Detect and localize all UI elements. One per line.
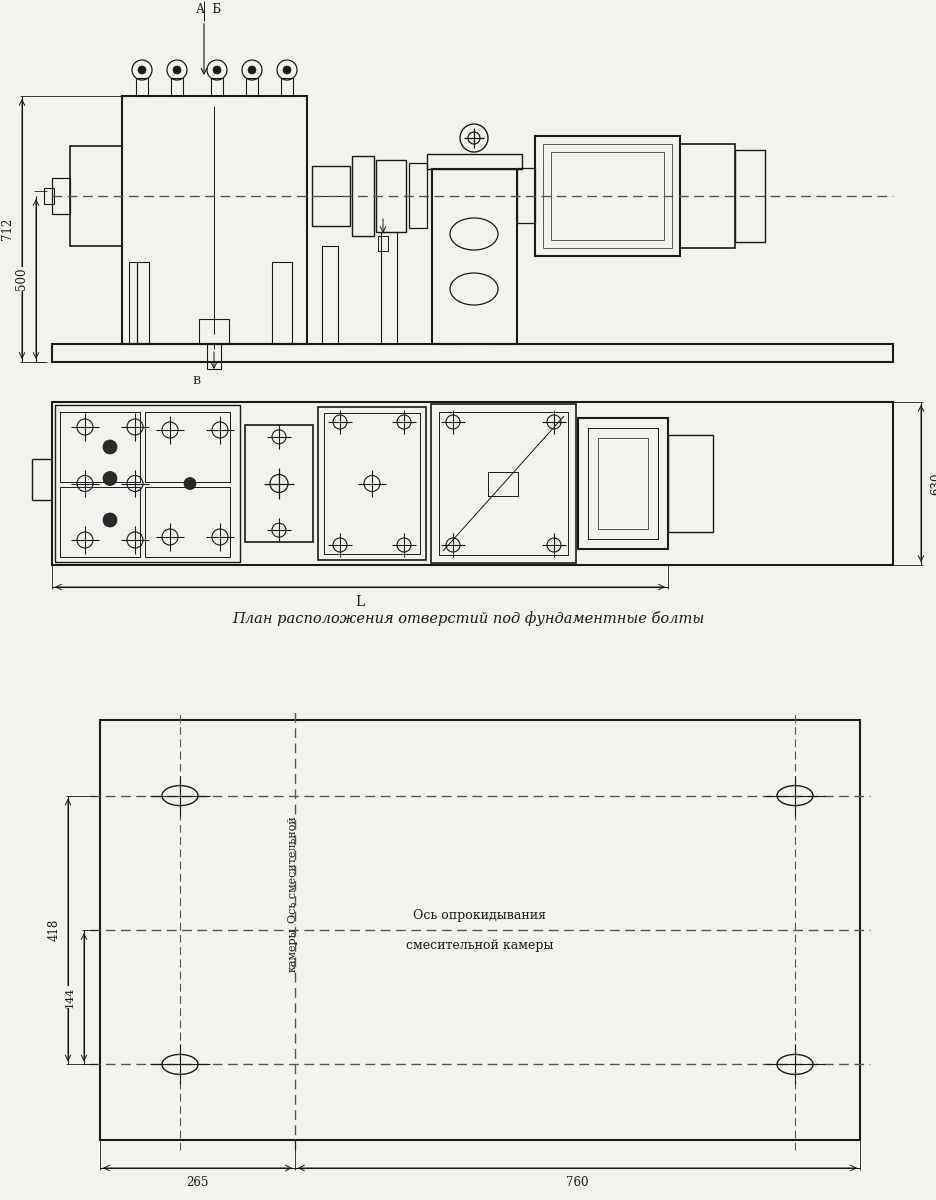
Bar xyxy=(324,413,419,554)
Circle shape xyxy=(283,66,291,74)
Bar xyxy=(44,188,54,204)
Text: 144: 144 xyxy=(65,986,75,1008)
Bar xyxy=(51,344,892,362)
Bar xyxy=(60,412,139,482)
Bar xyxy=(211,78,223,96)
Bar xyxy=(534,136,680,256)
Circle shape xyxy=(103,440,117,454)
Text: 265: 265 xyxy=(186,1176,209,1189)
Circle shape xyxy=(183,478,196,490)
Bar xyxy=(145,412,229,482)
Bar xyxy=(122,96,307,344)
Circle shape xyxy=(212,66,221,74)
Bar xyxy=(517,168,534,223)
Bar xyxy=(375,160,405,232)
Bar xyxy=(198,319,228,344)
Text: 500: 500 xyxy=(16,268,28,290)
Bar xyxy=(408,163,427,228)
Bar xyxy=(680,144,734,248)
Text: 760: 760 xyxy=(565,1176,588,1189)
Bar xyxy=(246,78,257,96)
Bar xyxy=(145,486,229,557)
Circle shape xyxy=(103,472,117,486)
Bar xyxy=(281,78,293,96)
Bar xyxy=(431,404,576,563)
Text: 418: 418 xyxy=(48,919,61,941)
Bar xyxy=(734,150,764,242)
Bar xyxy=(578,419,667,548)
Bar xyxy=(377,236,388,251)
Text: камеры: камеры xyxy=(287,928,298,972)
Bar xyxy=(70,146,122,246)
Bar xyxy=(597,438,648,529)
Bar xyxy=(271,262,292,344)
Bar xyxy=(588,428,657,539)
Bar xyxy=(427,154,521,169)
Bar xyxy=(317,407,426,560)
Bar xyxy=(55,406,240,562)
Text: 712: 712 xyxy=(2,218,14,240)
Bar xyxy=(136,78,148,96)
Circle shape xyxy=(248,66,256,74)
Bar xyxy=(244,425,313,542)
Bar xyxy=(439,412,567,554)
Text: Ось опрокидывания: Ось опрокидывания xyxy=(413,908,546,922)
Bar xyxy=(207,343,221,370)
Text: А  Б: А Б xyxy=(196,4,221,16)
Bar xyxy=(129,262,149,344)
Circle shape xyxy=(173,66,181,74)
Text: План расположения отверстий под фундаментные болты: План расположения отверстий под фундамен… xyxy=(231,611,703,625)
Text: Ось смесительной: Ось смесительной xyxy=(287,817,298,923)
Bar xyxy=(100,720,859,1140)
Bar xyxy=(667,434,712,533)
Text: В: В xyxy=(192,376,200,386)
Bar xyxy=(381,232,397,344)
Bar xyxy=(170,78,183,96)
Text: 630: 630 xyxy=(929,473,936,494)
Bar xyxy=(51,402,892,565)
Bar xyxy=(312,166,350,226)
Bar xyxy=(51,178,70,214)
Bar xyxy=(322,246,338,344)
Circle shape xyxy=(103,514,117,527)
Bar xyxy=(60,486,139,557)
Bar xyxy=(488,472,518,496)
Text: L: L xyxy=(355,595,364,610)
Text: смесительной камеры: смесительной камеры xyxy=(406,938,553,952)
Bar xyxy=(431,169,517,344)
Bar xyxy=(352,156,373,236)
Circle shape xyxy=(138,66,146,74)
